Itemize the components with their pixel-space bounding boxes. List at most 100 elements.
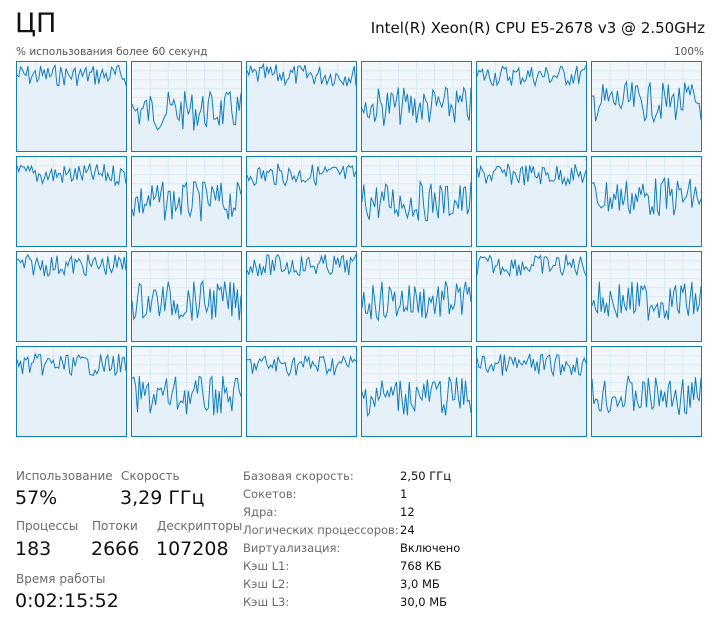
cpu-graph-4 xyxy=(476,61,587,152)
usage-line xyxy=(477,353,586,378)
cpu-graph-22 xyxy=(476,346,587,437)
processes-label: Процессы xyxy=(16,519,79,533)
cpu-graph-plot xyxy=(247,347,356,436)
usage-line xyxy=(247,62,356,87)
cpu-graph-plot xyxy=(247,252,356,341)
usage-line xyxy=(247,163,356,187)
cpu-graph-15 xyxy=(361,251,472,342)
usage-line xyxy=(132,375,241,416)
speed-value: 3,29 ГГц xyxy=(120,487,205,509)
cpu-graph-plot xyxy=(362,252,471,341)
cpu-graph-8 xyxy=(246,156,357,247)
cpu-graph-6 xyxy=(16,156,127,247)
spec-value-l2-cache: 3,0 МБ xyxy=(400,577,440,591)
cpu-graph-7 xyxy=(131,156,242,247)
cpu-graph-plot xyxy=(592,157,701,246)
cpu-graph-plot xyxy=(362,347,471,436)
usage-area xyxy=(362,87,471,151)
spec-value-l1-cache: 768 КБ xyxy=(400,559,442,573)
processes-value: 183 xyxy=(15,538,52,560)
usage-line xyxy=(592,177,701,217)
handles-label: Дескрипторы xyxy=(157,519,243,533)
cpu-graph-plot xyxy=(132,252,241,341)
usage-line xyxy=(477,163,586,188)
usage-line xyxy=(362,86,471,127)
usage-line xyxy=(362,179,471,222)
usage-line xyxy=(592,80,701,124)
cpu-graph-plot xyxy=(477,62,586,151)
cpu-graph-plot xyxy=(592,252,701,341)
usage-line xyxy=(17,253,126,277)
spec-value-virtualization: Включено xyxy=(400,541,461,555)
usage-area xyxy=(362,281,471,341)
cpu-graph-plot xyxy=(362,62,471,151)
usage-area xyxy=(17,353,126,436)
usage-line xyxy=(477,64,586,88)
usage-value: 57% xyxy=(15,487,58,509)
usage-line xyxy=(132,279,241,321)
cpu-graph-23 xyxy=(591,346,702,437)
usage-line xyxy=(132,89,241,131)
cpu-graph-1 xyxy=(131,61,242,152)
cpu-graph-12 xyxy=(16,251,127,342)
usage-line xyxy=(247,253,356,277)
graph-axis-max: 100% xyxy=(673,46,704,58)
handles-value: 107208 xyxy=(156,538,229,560)
usage-line xyxy=(17,352,126,377)
cpu-graph-plot xyxy=(132,157,241,246)
usage-line xyxy=(362,376,471,417)
cpu-graph-18 xyxy=(16,346,127,437)
usage-line xyxy=(477,253,586,278)
cpu-graph-plot xyxy=(17,252,126,341)
spec-value-l3-cache: 30,0 МБ xyxy=(400,595,448,609)
threads-label: Потоки xyxy=(92,519,138,533)
cpu-graph-0 xyxy=(16,61,127,152)
spec-label-sockets: Сокетов: xyxy=(243,487,297,501)
spec-label-virtualization: Виртуализация: xyxy=(243,541,341,555)
usage-area xyxy=(362,376,471,436)
cpu-graph-16 xyxy=(476,251,587,342)
cpu-graph-plot xyxy=(132,347,241,436)
usage-area xyxy=(247,355,356,436)
uptime-label: Время работы xyxy=(16,572,106,586)
threads-value: 2666 xyxy=(91,538,140,560)
spec-value-cores: 12 xyxy=(400,505,415,519)
usage-area xyxy=(362,181,471,246)
spec-label-l3-cache: Кэш L3: xyxy=(243,595,290,609)
usage-area xyxy=(592,281,701,341)
usage-area xyxy=(592,177,701,246)
cpu-graph-3 xyxy=(361,61,472,152)
usage-area xyxy=(477,163,586,246)
spec-label-l1-cache: Кэш L1: xyxy=(243,559,290,573)
cpu-graph-plot xyxy=(17,157,126,246)
cpu-graph-5 xyxy=(591,61,702,152)
cpu-graph-14 xyxy=(246,251,357,342)
usage-line xyxy=(592,281,701,321)
usage-area xyxy=(477,254,586,341)
usage-area xyxy=(592,376,701,436)
uptime-value: 0:02:15:52 xyxy=(15,590,119,612)
usage-area xyxy=(477,354,586,436)
usage-line xyxy=(592,375,701,415)
cpu-graph-plot xyxy=(247,62,356,151)
cpu-graph-plot xyxy=(247,157,356,246)
cpu-graph-20 xyxy=(246,346,357,437)
page-title: ЦП xyxy=(15,8,57,39)
usage-area xyxy=(247,64,356,151)
usage-area xyxy=(132,376,241,436)
cpu-graph-plot xyxy=(17,347,126,436)
logical-processor-graphs[interactable] xyxy=(16,61,707,442)
usage-line xyxy=(132,181,241,222)
spec-value-logical-processors: 24 xyxy=(400,523,415,537)
cpu-graph-plot xyxy=(362,157,471,246)
usage-line xyxy=(17,64,126,87)
spec-label-base-speed: Базовая скорость: xyxy=(243,469,354,483)
cpu-graph-plot xyxy=(477,252,586,341)
usage-line xyxy=(17,163,126,187)
usage-area xyxy=(477,65,586,151)
usage-line xyxy=(362,281,471,322)
usage-label: Использование xyxy=(16,469,113,483)
usage-area xyxy=(17,65,126,151)
cpu-graph-17 xyxy=(591,251,702,342)
cpu-graph-plot xyxy=(592,62,701,151)
